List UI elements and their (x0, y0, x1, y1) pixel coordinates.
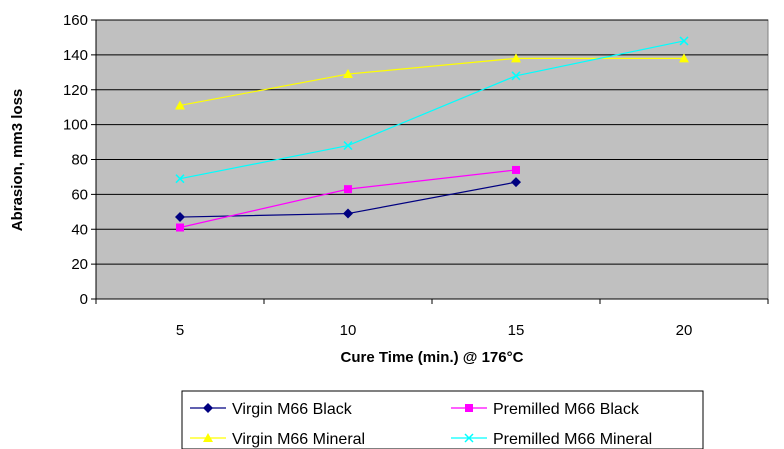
data-point-premilled-m66-mineral (175, 174, 185, 184)
legend-item-virgin-m66-mineral: Virgin M66 Mineral (190, 431, 365, 448)
y-tick-label: 80 (71, 152, 88, 169)
data-point-virgin-m66-black (343, 208, 353, 219)
legend-marker (464, 433, 474, 443)
legend-label: Virgin M66 Mineral (232, 431, 365, 448)
data-point-premilled-m66-black (344, 185, 352, 194)
y-axis-title: Abrasion, mm3 loss (9, 89, 26, 232)
y-tick-label: 40 (71, 221, 88, 238)
data-point-premilled-m66-mineral (343, 141, 353, 151)
y-tick-label: 120 (63, 82, 88, 99)
x-tick-label: 5 (176, 322, 184, 339)
x-tick-label: 10 (340, 322, 357, 339)
series-premilled-m66-mineral (175, 36, 689, 184)
data-point-premilled-m66-black (512, 165, 520, 174)
data-point-virgin-m66-black (175, 212, 185, 223)
y-tick-labels: 0 20 40 60 80 100 120 140 160 (63, 12, 96, 308)
x-axis-title: Cure Time (min.) @ 176°C (341, 349, 524, 366)
legend-item-virgin-m66-black: Virgin M66 Black (190, 401, 353, 418)
legend-item-premilled-m66-black: Premilled M66 Black (451, 401, 640, 418)
data-point-premilled-m66-black (176, 223, 184, 232)
gridlines (96, 19, 768, 265)
data-point-virgin-m66-mineral (679, 53, 689, 63)
data-point-virgin-m66-mineral (343, 69, 353, 79)
y-tick-label: 20 (71, 256, 88, 273)
legend-marker (465, 404, 473, 412)
data-point-virgin-m66-mineral (511, 53, 521, 63)
y-tick-label: 160 (63, 12, 88, 29)
legend-box (181, 390, 704, 449)
x-tick-label: 20 (676, 322, 693, 339)
series-layer (175, 36, 689, 232)
legend-label: Premilled M66 Black (493, 401, 640, 418)
series-line-premilled-m66-mineral (179, 40, 685, 180)
data-point-virgin-m66-black (511, 177, 521, 188)
y-tick-label: 0 (80, 291, 88, 308)
series-virgin-m66-black (175, 177, 521, 223)
x-tick-label: 15 (508, 322, 525, 339)
legend-label: Premilled M66 Mineral (493, 431, 652, 448)
y-tick-label: 100 (63, 117, 88, 134)
data-point-virgin-m66-mineral (175, 100, 185, 110)
y-tick-label: 60 (71, 186, 88, 203)
data-point-premilled-m66-mineral (679, 36, 689, 46)
legend-marker (203, 403, 213, 413)
y-tick-label: 140 (63, 47, 88, 64)
legend-marker (203, 433, 213, 442)
legend: Virgin M66 Black Premilled M66 Black Virgi… (181, 390, 704, 449)
series-premilled-m66-black (176, 165, 520, 232)
data-point-premilled-m66-mineral (511, 71, 521, 81)
x-tick-labels: 5 10 15 20 (95, 299, 769, 339)
legend-label: Virgin M66 Black (232, 401, 353, 418)
legend-item-premilled-m66-mineral: Premilled M66 Mineral (451, 431, 652, 448)
